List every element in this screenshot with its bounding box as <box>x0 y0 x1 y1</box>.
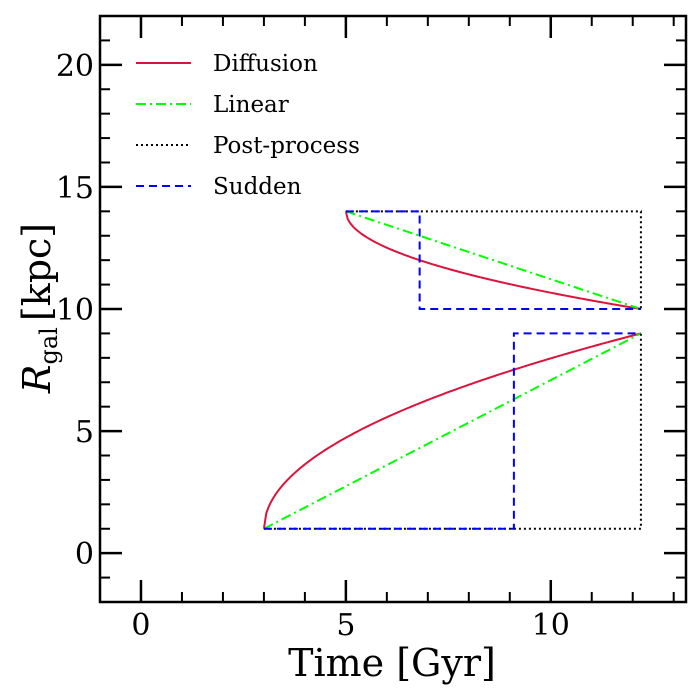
series-linear-line-2 <box>345 210 642 310</box>
plot-frame <box>98 14 688 604</box>
x-axis-title: Time [Gyr] <box>288 641 496 685</box>
y-tick-label: 5 <box>75 415 94 450</box>
series-post-process-line-2 <box>345 210 642 309</box>
legend-label-post-process: Post-process <box>213 133 360 159</box>
y-tick-label: 15 <box>56 171 94 206</box>
series-diffusion-line-2 <box>344 211 642 310</box>
series-diffusion-line-1 <box>262 332 642 529</box>
y-axis-title-symbol: R <box>15 365 59 395</box>
legend-label-sudden: Sudden <box>213 174 302 200</box>
y-axis-title: Rgal [kpc] <box>15 223 63 394</box>
x-tick-label: 5 <box>336 608 355 643</box>
y-tick-label: 0 <box>75 537 94 572</box>
series-sudden-line-2 <box>345 210 641 310</box>
x-tick-label: 10 <box>532 608 570 643</box>
y-axis-title-unit: [kpc] <box>15 223 59 321</box>
y-tick-label: 20 <box>56 49 94 84</box>
y-axis-title-subscript: gal <box>35 327 63 364</box>
legend: Diffusion Linear Post-process Sudden <box>136 51 360 200</box>
x-tick-label: 0 <box>131 608 150 643</box>
series-sudden-line-1 <box>263 332 641 530</box>
series-linear-line-1 <box>263 332 642 530</box>
series-post-process-line-1 <box>263 333 642 530</box>
y-tick-label: 10 <box>56 293 94 328</box>
legend-label-linear: Linear <box>213 92 289 118</box>
legend-label-diffusion: Diffusion <box>213 51 318 77</box>
